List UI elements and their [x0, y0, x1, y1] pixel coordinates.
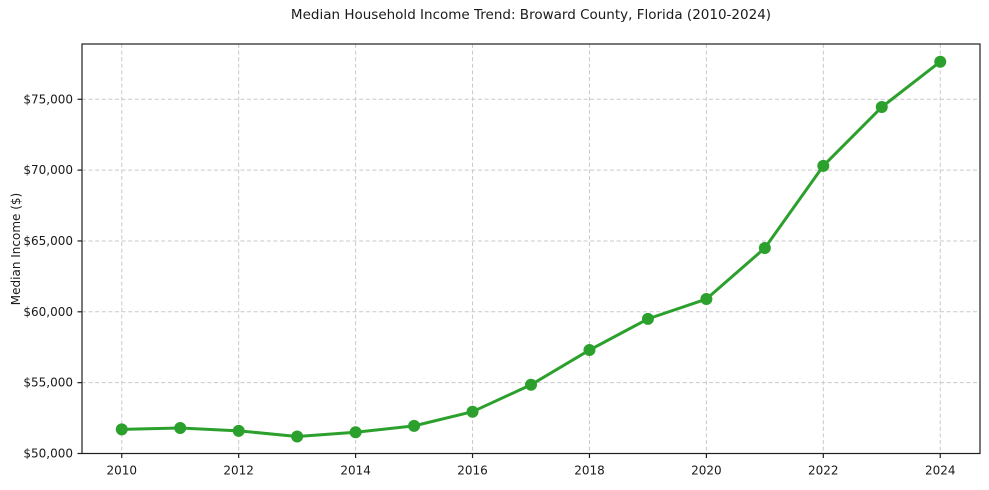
plot-border [81, 43, 981, 455]
data-point-2015 [408, 419, 421, 432]
data-point-2014 [349, 426, 362, 439]
y-tick-label: $60,000 [23, 305, 73, 319]
data-point-2021 [758, 242, 771, 255]
y-tick-label: $65,000 [23, 234, 73, 248]
x-tick-label: 2010 [106, 464, 137, 478]
x-tick-label: 2018 [574, 464, 605, 478]
data-point-2017 [525, 378, 537, 391]
y-tick-label: $55,000 [23, 376, 73, 390]
y-tick-label: $70,000 [23, 163, 73, 177]
data-point-2010 [115, 423, 128, 436]
x-tick-label: 2022 [808, 464, 839, 478]
x-tick-label: 2012 [223, 464, 254, 478]
data-point-2023 [875, 101, 888, 114]
chart-title: Median Household Income Trend: Broward C… [290, 7, 772, 23]
x-tick-label: 2016 [457, 464, 488, 478]
data-point-2019 [641, 312, 654, 325]
x-tick-label: 2014 [340, 464, 371, 478]
data-point-2022 [817, 159, 830, 172]
y-tick-label: $75,000 [23, 92, 73, 106]
data-point-2012 [232, 424, 245, 437]
data-point-2020 [700, 293, 713, 306]
data-point-2024 [934, 55, 947, 68]
x-tick-label: 2020 [691, 464, 722, 478]
data-point-2011 [174, 421, 187, 434]
x-tick-label: 2024 [925, 464, 956, 478]
data-point-2018 [583, 344, 596, 357]
data-point-2016 [466, 405, 479, 418]
y-tick-label: $50,000 [23, 447, 73, 461]
data-point-2013 [291, 430, 304, 443]
